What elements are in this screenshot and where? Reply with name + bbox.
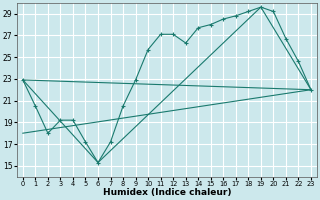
X-axis label: Humidex (Indice chaleur): Humidex (Indice chaleur) <box>103 188 231 197</box>
